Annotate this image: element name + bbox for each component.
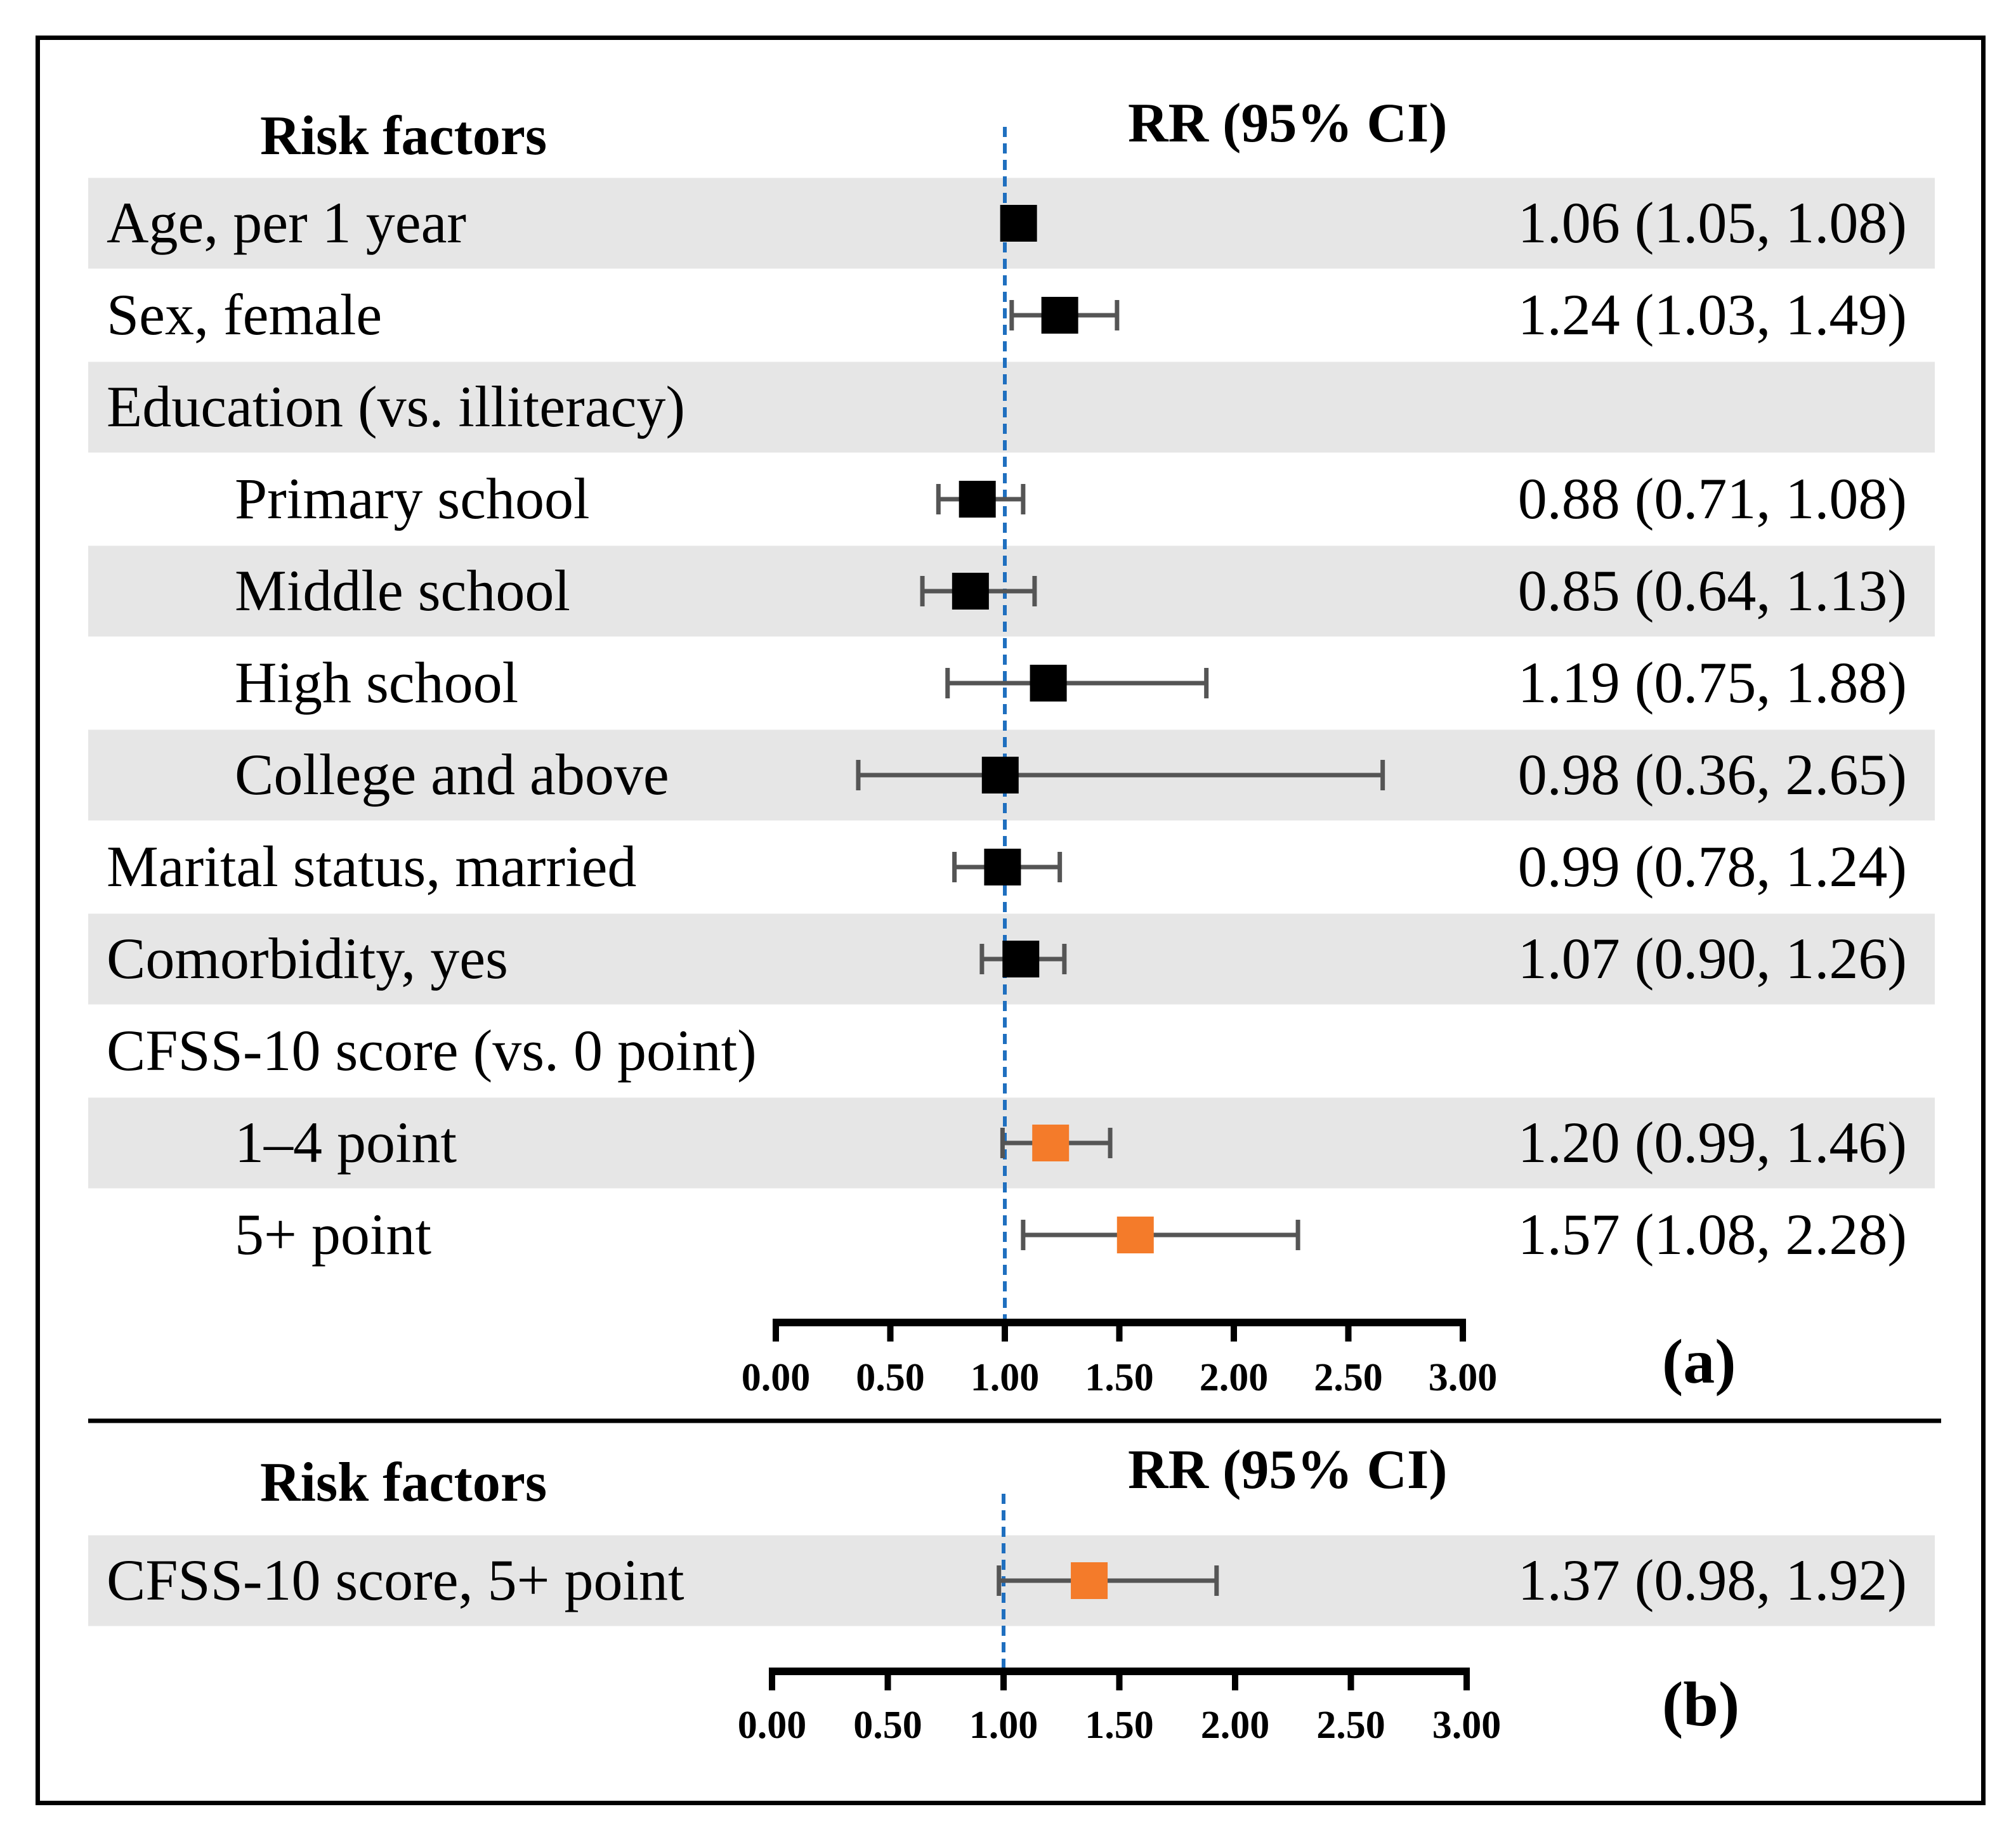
- header-risk-factors: Risk factors: [260, 105, 547, 167]
- row-rr-value: 1.37 (0.98, 1.92): [1518, 1548, 1907, 1612]
- row-label: Age, per 1 year: [107, 190, 466, 255]
- point-estimate-marker: [984, 849, 1021, 885]
- row-rr-value: 0.98 (0.36, 2.65): [1518, 742, 1907, 807]
- point-estimate-marker: [1000, 205, 1037, 242]
- point-estimate-marker: [952, 573, 989, 610]
- x-tick-label: 1.50: [1085, 1356, 1154, 1399]
- row-rr-value: 1.57 (1.08, 2.28): [1518, 1202, 1907, 1267]
- point-estimate-marker: [1002, 941, 1040, 977]
- row-label: 5+ point: [235, 1202, 431, 1267]
- row-label: College and above: [235, 742, 669, 807]
- x-tick-label: 2.00: [1201, 1704, 1270, 1747]
- x-tick-label: 3.00: [1429, 1356, 1498, 1399]
- row-rr-value: 0.99 (0.78, 1.24): [1518, 834, 1907, 899]
- row-label: Education (vs. illiteracy): [107, 374, 685, 439]
- point-estimate-marker: [1116, 1217, 1154, 1253]
- header-risk-factors: Risk factors: [260, 1452, 547, 1513]
- x-tick-label: 0.50: [853, 1704, 922, 1747]
- x-tick-label: 2.50: [1316, 1704, 1385, 1747]
- row-label: High school: [235, 650, 518, 715]
- row-label: Primary school: [235, 466, 590, 531]
- row-rr-value: 1.24 (1.03, 1.49): [1518, 282, 1907, 347]
- row-rr-value: 0.88 (0.71, 1.08): [1518, 466, 1907, 531]
- row-label: 1–4 point: [235, 1110, 457, 1175]
- point-estimate-marker: [1041, 297, 1078, 334]
- row-rr-value: 1.06 (1.05, 1.08): [1518, 190, 1907, 255]
- point-estimate-marker: [981, 757, 1019, 793]
- x-tick-label: 1.50: [1085, 1704, 1154, 1747]
- row-label: Marital status, married: [107, 834, 636, 899]
- row-label: CFSS-10 score (vs. 0 point): [107, 1018, 757, 1083]
- row-shade: [88, 362, 1935, 453]
- row-rr-value: 1.07 (0.90, 1.26): [1518, 926, 1907, 991]
- row-label: Middle school: [235, 558, 570, 623]
- point-estimate-marker: [1032, 1125, 1070, 1161]
- header-rr-ci: RR (95% CI): [1128, 93, 1448, 154]
- x-tick-label: 2.00: [1200, 1356, 1269, 1399]
- point-estimate-marker: [959, 481, 996, 518]
- row-label: Sex, female: [107, 282, 382, 347]
- row-rr-value: 1.19 (0.75, 1.88): [1518, 650, 1907, 715]
- x-tick-label: 0.00: [742, 1356, 811, 1399]
- x-tick-label: 0.00: [738, 1704, 807, 1747]
- x-tick-label: 1.00: [969, 1704, 1038, 1747]
- panel-label: (a): [1662, 1326, 1736, 1397]
- x-tick-label: 2.50: [1314, 1356, 1383, 1399]
- x-tick-label: 1.00: [971, 1356, 1040, 1399]
- x-tick-label: 3.00: [1432, 1704, 1502, 1747]
- point-estimate-marker: [1030, 665, 1067, 702]
- row-rr-value: 1.20 (0.99, 1.46): [1518, 1110, 1907, 1175]
- panel-label: (b): [1662, 1669, 1739, 1739]
- point-estimate-marker: [1071, 1562, 1108, 1599]
- header-rr-ci: RR (95% CI): [1128, 1439, 1448, 1501]
- row-label: CFSS-10 score, 5+ point: [107, 1548, 684, 1612]
- row-rr-value: 0.85 (0.64, 1.13): [1518, 558, 1907, 623]
- x-tick-label: 0.50: [856, 1356, 925, 1399]
- row-label: Comorbidity, yes: [107, 926, 508, 991]
